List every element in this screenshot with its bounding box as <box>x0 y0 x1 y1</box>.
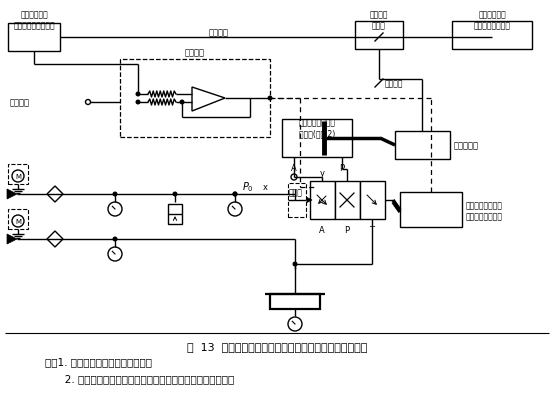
Text: 记录示波器或
其他动态记录装置: 记录示波器或 其他动态记录装置 <box>474 10 510 30</box>
Polygon shape <box>192 88 225 112</box>
Text: M: M <box>15 173 21 180</box>
Bar <box>282 120 352 158</box>
Text: A: A <box>291 164 297 173</box>
Text: y: y <box>320 169 325 178</box>
Circle shape <box>172 192 177 197</box>
Circle shape <box>108 247 122 261</box>
Bar <box>452 22 532 50</box>
Circle shape <box>179 100 184 105</box>
Text: 速度传感器: 速度传感器 <box>454 141 479 150</box>
Polygon shape <box>47 231 63 247</box>
Circle shape <box>268 96 273 101</box>
Circle shape <box>136 100 141 105</box>
Text: 输出信号: 输出信号 <box>385 79 403 88</box>
Polygon shape <box>47 187 63 202</box>
Circle shape <box>85 100 90 105</box>
Bar <box>120 60 270 138</box>
Text: 交流偏压: 交流偏压 <box>10 98 30 107</box>
Text: $P_0$: $P_0$ <box>242 180 254 193</box>
Circle shape <box>136 92 141 97</box>
Circle shape <box>112 237 117 242</box>
Bar <box>400 192 462 228</box>
Text: P: P <box>345 225 350 235</box>
Circle shape <box>108 202 122 216</box>
Circle shape <box>112 192 117 197</box>
Bar <box>8 24 60 52</box>
Text: M: M <box>15 218 21 224</box>
Bar <box>395 132 450 159</box>
Polygon shape <box>304 197 312 204</box>
Polygon shape <box>7 190 17 199</box>
Polygon shape <box>7 235 17 244</box>
Bar <box>168 204 182 224</box>
Text: 低摩擦低惯性节流
差动缸(见注 2): 低摩擦低惯性节流 差动缸(见注 2) <box>299 118 336 138</box>
Text: 频率响应
分析仪: 频率响应 分析仪 <box>370 10 388 30</box>
Circle shape <box>291 175 297 180</box>
Circle shape <box>288 317 302 331</box>
Bar <box>355 22 403 50</box>
Bar <box>270 294 320 309</box>
Bar <box>335 182 360 219</box>
Circle shape <box>233 192 238 197</box>
Text: 被试鄀: 被试鄀 <box>288 188 302 197</box>
Circle shape <box>293 262 297 267</box>
Circle shape <box>233 192 238 197</box>
Text: 注：1. 试验回路图中未表示截止鄀。: 注：1. 试验回路图中未表示截止鄀。 <box>45 356 152 366</box>
Text: 可调整振幅和
频率交流信号发生器: 可调整振幅和 频率交流信号发生器 <box>13 10 55 30</box>
Text: P: P <box>340 164 345 173</box>
Circle shape <box>228 202 242 216</box>
Text: 交流信号: 交流信号 <box>209 28 229 38</box>
Circle shape <box>12 171 24 183</box>
Bar <box>288 183 306 218</box>
Text: 鄀心位置传感器和
信号处理鄀放大器: 鄀心位置传感器和 信号处理鄀放大器 <box>466 200 503 221</box>
Bar <box>360 182 385 219</box>
Bar <box>8 209 28 230</box>
Bar <box>8 165 28 185</box>
Text: 图  13  电液三通比例方向流量控制阀典型的动态试验回路: 图 13 电液三通比例方向流量控制阀典型的动态试验回路 <box>187 341 367 351</box>
Bar <box>310 182 335 219</box>
Text: 鄀放大器: 鄀放大器 <box>185 48 205 57</box>
Text: 2. 有必要增加低增益位置反馈回路校正节流液压缸的漂移。: 2. 有必要增加低增益位置反馈回路校正节流液压缸的漂移。 <box>55 373 234 383</box>
Text: x: x <box>263 182 268 191</box>
Circle shape <box>293 192 297 197</box>
Text: A: A <box>319 225 325 235</box>
Text: T: T <box>370 225 375 235</box>
Circle shape <box>12 216 24 228</box>
